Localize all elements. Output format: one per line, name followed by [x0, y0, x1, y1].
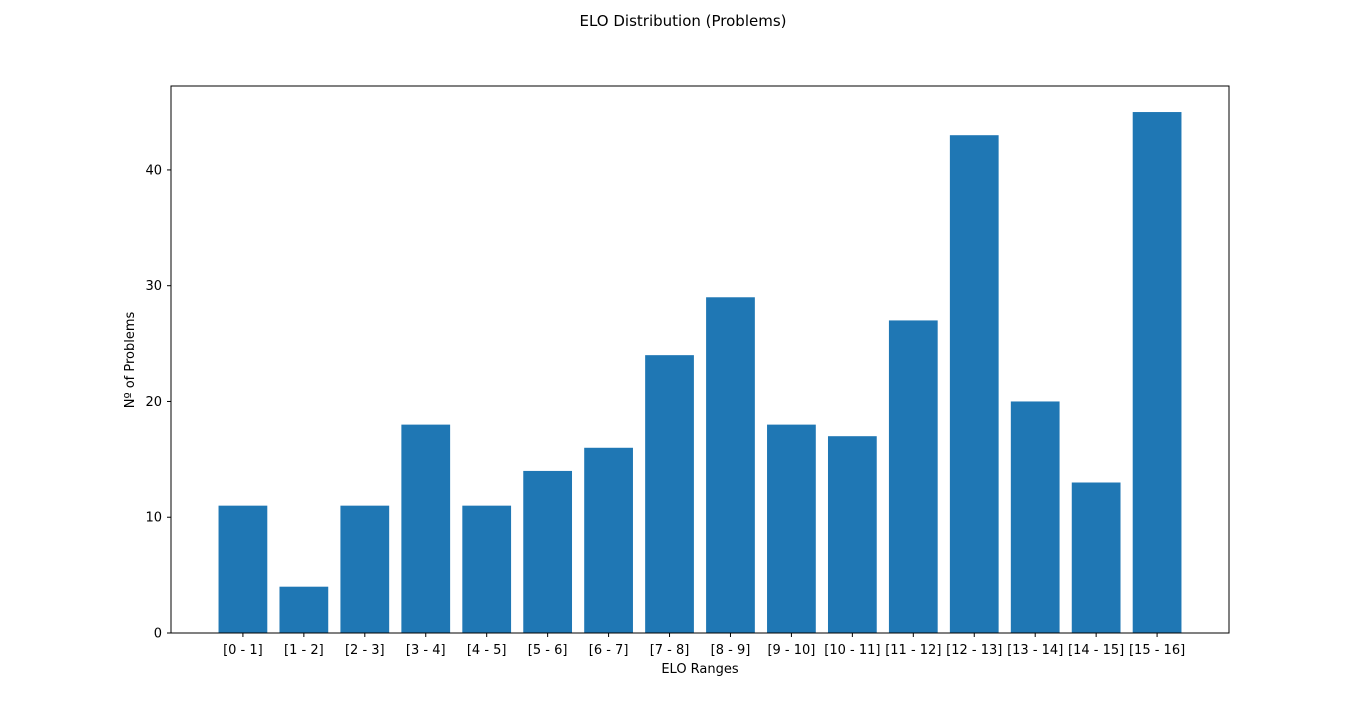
bar-8 [706, 297, 755, 633]
x-tick-label-12: [12 - 13] [946, 643, 1002, 658]
bar-3 [401, 424, 451, 633]
x-tick-label-14: [14 - 15] [1068, 643, 1124, 658]
bar-13 [1010, 401, 1060, 633]
y-tick-label-1: 10 [145, 511, 162, 526]
x-tick-label-0: [0 - 1] [223, 643, 263, 658]
x-tick-label-10: [10 - 11] [824, 643, 880, 658]
x-tick-label-4: [4 - 5] [467, 643, 507, 658]
x-tick-label-3: [3 - 4] [406, 643, 446, 658]
x-tick-label-15: [15 - 16] [1129, 643, 1185, 658]
y-tick-label-2: 20 [145, 395, 162, 410]
bar-4 [462, 505, 512, 633]
bar-14 [1071, 482, 1121, 633]
x-tick-label-2: [2 - 3] [345, 643, 385, 658]
y-tick-label-3: 30 [145, 279, 162, 294]
y-axis-label: Nº of Problems [123, 311, 138, 408]
bar-5 [523, 470, 573, 633]
bar-1 [279, 586, 329, 633]
x-tick-label-5: [5 - 6] [528, 643, 568, 658]
x-axis-label: ELO Ranges [661, 662, 739, 677]
x-tick-label-11: [11 - 12] [885, 643, 941, 658]
y-axis-ticks: 0 10 20 30 40 [145, 163, 171, 642]
bar-11 [888, 320, 938, 633]
plot-frame [170, 85, 1230, 634]
bar-9 [767, 424, 816, 633]
x-tick-label-9: [9 - 10] [767, 643, 815, 658]
bar-6 [584, 447, 633, 633]
bar-0 [218, 505, 268, 633]
x-tick-label-7: [7 - 8] [650, 643, 690, 658]
bar-10 [827, 436, 877, 633]
y-tick-label-0: 0 [154, 627, 162, 642]
bar-7 [645, 355, 694, 633]
x-axis-ticks: [0 - 1] [1 - 2] [2 - 3] [3 - 4] [4 - 5] [5 - … [223, 633, 1185, 658]
bar-12 [949, 135, 999, 634]
x-tick-label-13: [13 - 14] [1007, 643, 1063, 658]
x-tick-label-6: [6 - 7] [589, 643, 629, 658]
bar-2 [340, 505, 390, 633]
bar-15 [1132, 112, 1182, 634]
y-tick-label-4: 40 [145, 163, 162, 178]
bars-group [218, 112, 1182, 634]
x-tick-label-8: [8 - 9] [711, 643, 751, 658]
x-tick-label-1: [1 - 2] [284, 643, 324, 658]
chart-title: ELO Distribution (Problems) [580, 12, 787, 30]
